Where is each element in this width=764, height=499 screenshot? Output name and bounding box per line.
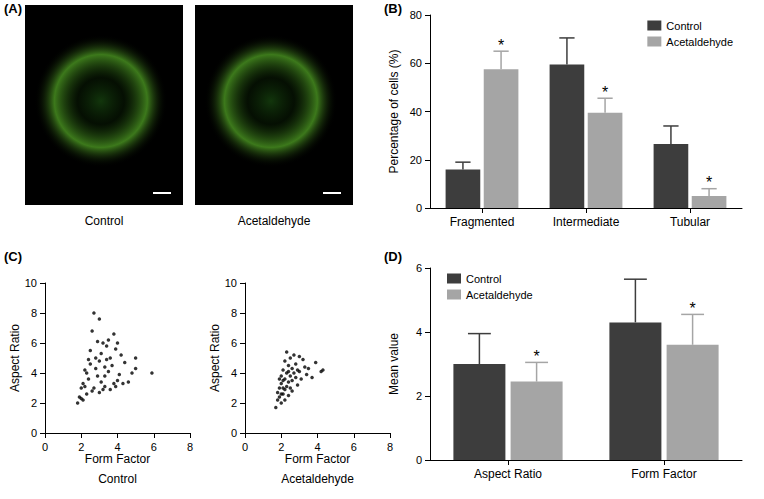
svg-text:Percentage of cells (%): Percentage of cells (%) [387,49,401,173]
svg-text:4: 4 [231,367,237,379]
svg-text:8: 8 [387,441,393,453]
svg-text:Intermediate: Intermediate [553,215,620,229]
svg-text:Control: Control [98,472,137,486]
svg-text:8: 8 [187,441,193,453]
svg-text:6: 6 [416,262,422,274]
svg-text:60: 60 [410,57,422,69]
svg-text:0: 0 [231,427,237,439]
svg-text:6: 6 [351,441,357,453]
svg-text:*: * [706,174,712,191]
svg-text:Control: Control [466,273,501,285]
svg-text:(A): (A) [4,1,22,16]
svg-text:*: * [689,300,695,317]
svg-text:Control: Control [666,20,701,32]
svg-text:Fragmented: Fragmented [450,215,515,229]
svg-text:Acetaldehyde: Acetaldehyde [466,289,533,301]
svg-text:20: 20 [410,154,422,166]
svg-text:2: 2 [416,390,422,402]
svg-text:10: 10 [25,277,37,289]
svg-text:40: 40 [410,106,422,118]
svg-text:Aspect Ratio: Aspect Ratio [474,467,542,481]
svg-text:0: 0 [242,441,248,453]
svg-text:Form Factor: Form Factor [631,467,696,481]
svg-text:0: 0 [416,202,422,214]
svg-text:10: 10 [225,277,237,289]
svg-text:4: 4 [114,441,120,453]
svg-text:Form Factor: Form Factor [85,452,150,466]
svg-text:2: 2 [31,397,37,409]
svg-text:Tubular: Tubular [670,215,710,229]
svg-text:0: 0 [31,427,37,439]
svg-text:6: 6 [151,441,157,453]
svg-text:(C): (C) [4,249,22,264]
svg-text:Aspect Ratio: Aspect Ratio [208,324,222,392]
svg-text:*: * [498,37,504,54]
svg-text:*: * [602,84,608,101]
svg-text:Aspect Ratio: Aspect Ratio [8,324,22,392]
svg-text:0: 0 [42,441,48,453]
svg-text:2: 2 [231,397,237,409]
svg-text:(D): (D) [384,249,402,264]
svg-text:Acetaldehyde: Acetaldehyde [281,472,354,486]
svg-text:8: 8 [231,307,237,319]
svg-text:2: 2 [78,441,84,453]
svg-text:4: 4 [31,367,37,379]
svg-text:0: 0 [416,454,422,466]
svg-text:Mean value: Mean value [387,333,401,395]
svg-text:(B): (B) [384,1,402,16]
svg-text:80: 80 [410,9,422,21]
svg-text:6: 6 [31,337,37,349]
svg-text:*: * [533,348,539,365]
svg-text:Acetaldehyde: Acetaldehyde [238,214,311,228]
svg-text:Form Factor: Form Factor [285,452,350,466]
svg-text:4: 4 [314,441,320,453]
svg-text:6: 6 [231,337,237,349]
svg-text:Acetaldehyde: Acetaldehyde [666,36,733,48]
svg-text:Control: Control [85,214,124,228]
svg-text:4: 4 [416,326,422,338]
svg-text:2: 2 [278,441,284,453]
svg-text:8: 8 [31,307,37,319]
